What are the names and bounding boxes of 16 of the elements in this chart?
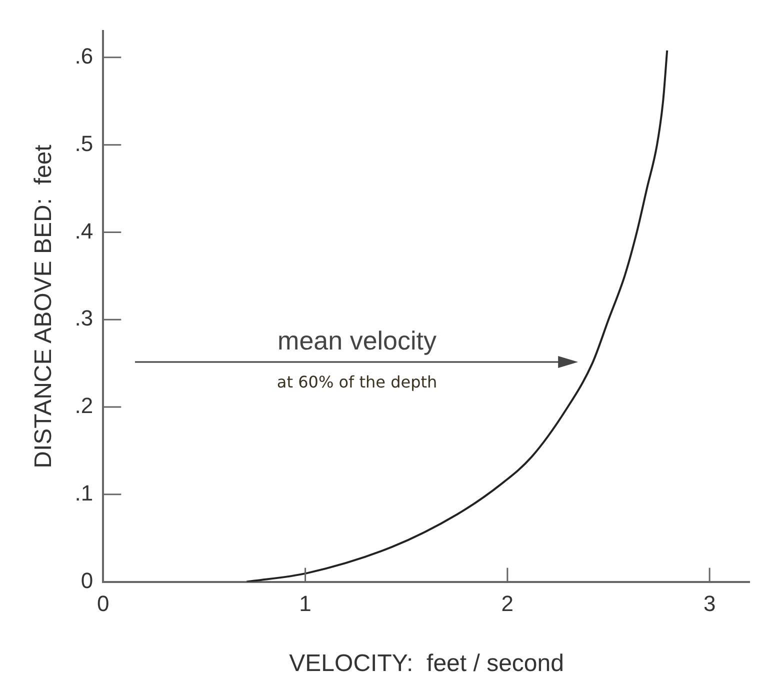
y-tick-label: .3	[74, 306, 94, 331]
x-axis-title: VELOCITY: feet / second	[289, 650, 564, 678]
annotation: at 60% of the depth	[276, 372, 438, 392]
y-tick-label: .4	[74, 218, 94, 244]
line-series	[246, 49, 668, 582]
x-tick-label: 2	[501, 591, 514, 616]
annotation: mean velocity	[278, 326, 437, 356]
y-tick-label: .6	[74, 43, 94, 68]
y-tick-label: 0	[80, 568, 94, 593]
x-tick-label: 0	[97, 591, 110, 616]
y-tick-label: .2	[74, 393, 94, 418]
x-tick-label: 1	[299, 591, 312, 616]
y-axis-title: DISTANCE ABOVE BED: feet	[30, 144, 58, 468]
y-tick-label: .5	[74, 130, 94, 156]
x-tick-label: 3	[703, 591, 716, 616]
y-tick-label: .1	[74, 480, 94, 506]
